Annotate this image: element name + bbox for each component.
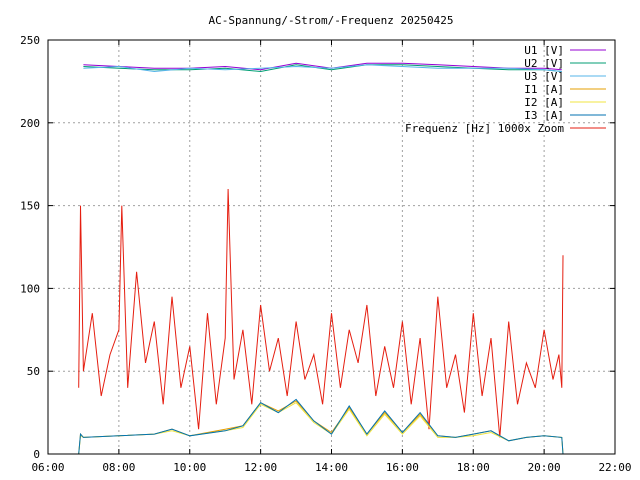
y-tick-label: 200 (20, 117, 40, 130)
x-tick-label: 14:00 (315, 461, 348, 474)
series-line-u3-v (83, 64, 562, 73)
y-tick-label: 250 (20, 34, 40, 47)
chart-title: AC-Spannung/-Strom/-Frequenz 20250425 (208, 14, 453, 27)
x-tick-label: 16:00 (386, 461, 419, 474)
legend: U1 [V]U2 [V]U3 [V]I1 [A]I2 [A]I3 [A]Freq… (405, 44, 606, 135)
legend-label: I2 [A] (524, 96, 564, 109)
x-tick-label: 08:00 (102, 461, 135, 474)
legend-label: Frequenz [Hz] 1000x Zoom (405, 122, 564, 135)
legend-label: U3 [V] (524, 70, 564, 83)
legend-label: U2 [V] (524, 57, 564, 70)
x-tick-label: 18:00 (457, 461, 490, 474)
x-tick-label: 20:00 (528, 461, 561, 474)
y-ticks: 0 50 100 150 200 250 (20, 34, 615, 461)
legend-label: I3 [A] (524, 109, 564, 122)
grid (48, 40, 615, 454)
legend-label: U1 [V] (524, 44, 564, 57)
series-layer (78, 62, 564, 455)
y-tick-label: 50 (27, 365, 40, 378)
series-line-u2-v (83, 64, 562, 73)
y-tick-label: 150 (20, 200, 40, 213)
x-tick-label: 22:00 (598, 461, 631, 474)
y-tick-label: 0 (33, 448, 40, 461)
x-ticks: 06:00 08:00 10:00 12:00 14:00 16:00 18:00 20:00… (31, 40, 632, 474)
x-tick-label: 12:00 (244, 461, 277, 474)
x-tick-label: 06:00 (31, 461, 64, 474)
series-line-frequenz-hz-1000x-zoom (78, 188, 564, 438)
legend-label: I1 [A] (524, 83, 564, 96)
x-tick-label: 10:00 (173, 461, 206, 474)
y-tick-label: 100 (20, 282, 40, 295)
series-line-i3-a (78, 398, 564, 455)
series-line-i2-a (78, 402, 564, 455)
